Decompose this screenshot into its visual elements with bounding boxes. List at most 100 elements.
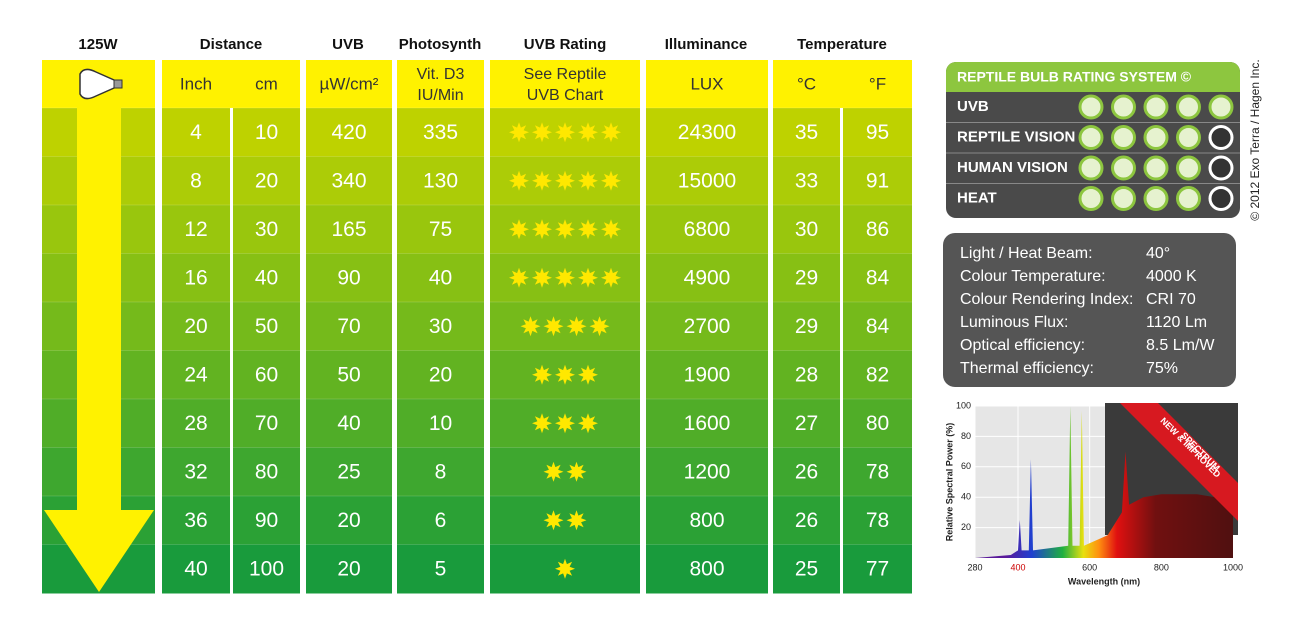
rating-star: [578, 267, 598, 288]
cell-value: 12: [184, 218, 207, 241]
cell: [306, 253, 392, 303]
cell: [162, 302, 230, 351]
cell: [397, 447, 484, 497]
x-tick-label: 400: [1010, 562, 1025, 572]
cell-value: 28: [184, 412, 207, 435]
cell: [233, 302, 300, 351]
rating-star: [555, 122, 575, 143]
rating-star: [601, 267, 621, 288]
cell-value: 29: [795, 266, 818, 289]
cell: [843, 350, 912, 400]
cell: [306, 205, 392, 254]
rating-star: [532, 219, 552, 240]
cell-value: 77: [866, 557, 889, 580]
cell: [843, 156, 912, 206]
cell: [773, 544, 840, 594]
rating-label: HUMAN VISION: [957, 159, 1068, 176]
arrow-shaft: [77, 96, 121, 510]
cell-value: 91: [866, 169, 889, 192]
rating-star: [578, 413, 598, 434]
cell: [773, 447, 840, 497]
spec-label: Optical efficiency:: [960, 337, 1085, 354]
cell: [843, 496, 912, 545]
subheader-band: [162, 60, 300, 108]
cell: [233, 350, 300, 400]
subheader: UVB Chart: [527, 87, 604, 104]
rating-dot-on: [1176, 155, 1201, 181]
y-tick-label: 20: [961, 522, 971, 532]
cell-value: 30: [255, 218, 278, 241]
cell-value: 32: [184, 460, 207, 483]
cell: [397, 156, 484, 206]
cell-value: 82: [866, 363, 889, 386]
cell-value: 15000: [678, 169, 736, 192]
cell: [773, 156, 840, 206]
cell: [306, 156, 392, 206]
rating-dot-on: [1176, 125, 1201, 150]
cell-value: 1900: [684, 363, 731, 386]
rating-label: HEAT: [957, 189, 997, 206]
cell-value: 26: [795, 460, 818, 483]
subheader-band: [773, 60, 912, 108]
cell: [773, 496, 840, 545]
rating-dot-on: [1143, 155, 1169, 181]
cell-value: 6: [435, 509, 447, 532]
rating-header: [946, 62, 1240, 92]
cell-value: 80: [255, 460, 278, 483]
rating-star: [578, 170, 598, 191]
rating-star: [543, 461, 564, 482]
cell-value: 4: [190, 121, 202, 144]
cell: [397, 205, 484, 254]
subheader: °C: [797, 74, 816, 93]
cell: [773, 253, 840, 303]
cell: [162, 156, 230, 206]
cell-value: 80: [866, 412, 889, 435]
rating-star: [532, 413, 552, 434]
rating-dot-on: [1176, 94, 1201, 120]
spec-value: 8.5 Lm/W: [1146, 337, 1215, 354]
cell-value: 78: [866, 509, 889, 532]
cell-value: 6800: [684, 218, 731, 241]
subheader: See Reptile: [524, 66, 607, 83]
cell: [397, 108, 484, 157]
rating-star: [532, 170, 552, 191]
cell: [233, 447, 300, 497]
rating-star: [509, 219, 529, 240]
cell-value: 20: [337, 509, 360, 532]
y-tick-label: 100: [956, 400, 971, 410]
rating-star: [543, 510, 564, 531]
spec-label: Luminous Flux:: [960, 314, 1069, 331]
x-tick-label: 600: [1082, 562, 1097, 572]
cell: [397, 544, 484, 594]
cell: [773, 350, 840, 400]
cell: [233, 253, 300, 303]
y-tick-label: 80: [961, 431, 971, 441]
cell: [646, 447, 768, 497]
rating-star: [601, 122, 621, 143]
rating-dot-on: [1111, 125, 1136, 150]
cell-value: 29: [795, 315, 818, 338]
cell: [490, 496, 640, 545]
rating-star: [566, 461, 587, 482]
cell: [773, 108, 840, 157]
cell: [646, 253, 768, 303]
subheader: LUX: [690, 74, 723, 93]
rating-star: [509, 170, 529, 191]
cell: [306, 350, 392, 400]
cell-value: 10: [429, 412, 452, 435]
rating-star: [555, 219, 575, 240]
rating-star: [509, 267, 529, 288]
cell: [397, 350, 484, 400]
cell-value: 20: [255, 169, 278, 192]
cell-value: 20: [429, 363, 452, 386]
column-header: Distance: [200, 36, 263, 53]
cell: [397, 496, 484, 545]
cell-value: 40: [184, 557, 207, 580]
cell: [162, 350, 230, 400]
cell-value: 800: [689, 557, 724, 580]
cell: [773, 205, 840, 254]
cell-value: 420: [331, 121, 366, 144]
subheader-band: [397, 60, 484, 108]
cell-value: 60: [255, 363, 278, 386]
